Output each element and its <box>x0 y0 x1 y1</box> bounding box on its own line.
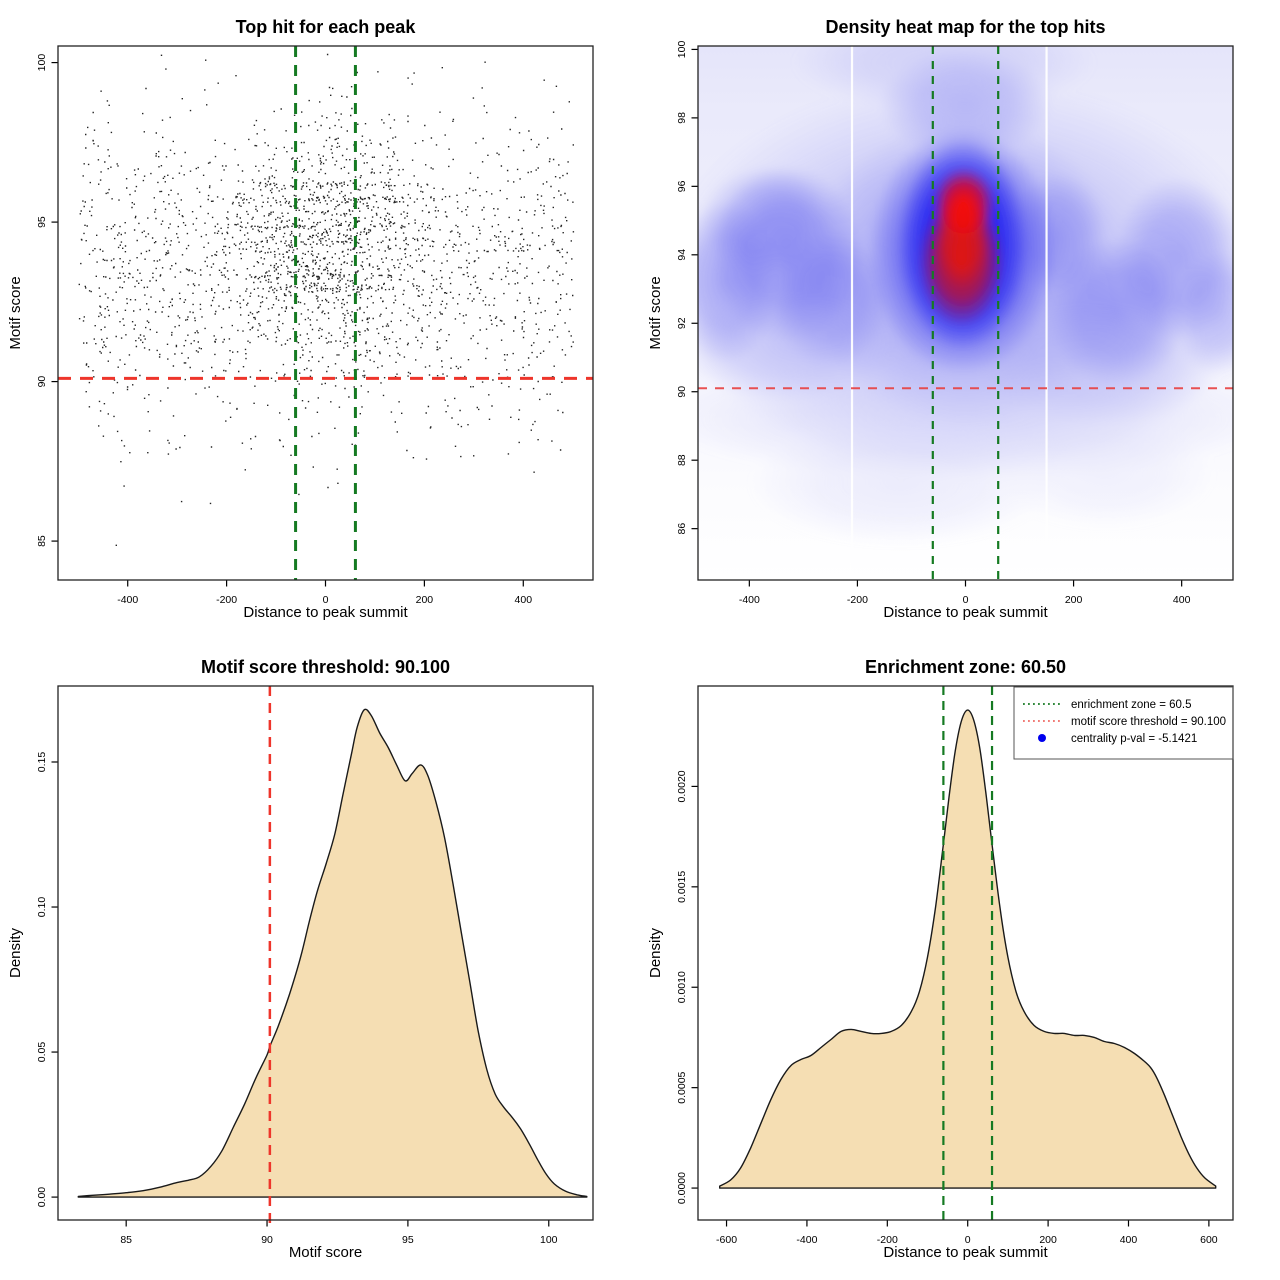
panel-density-motif-score: Motif score threshold: 90.100 Motif score… <box>0 640 640 1280</box>
panel-heatmap-density: Density heat map for the top hits Distanc… <box>640 0 1280 640</box>
x-tick-label: -400 <box>117 594 138 606</box>
legend-item-label: motif score threshold = 90.100 <box>1071 716 1226 728</box>
y-tick-label: 85 <box>36 535 48 547</box>
density-curve <box>719 709 1217 1189</box>
x-tick-label: 200 <box>1065 594 1083 606</box>
x-tick-label: 400 <box>515 594 533 606</box>
y-axis-label: Motif score <box>7 276 24 349</box>
y-tick-label: 95 <box>36 216 48 228</box>
chart-title: Density heat map for the top hits <box>825 17 1105 37</box>
y-tick-label: 86 <box>676 523 688 535</box>
y-axis-label: Motif score <box>647 276 664 349</box>
density-distance-svg: Enrichment zone: 60.50 Distance to peak s… <box>647 657 1234 1261</box>
x-tick-label: 0 <box>963 594 969 606</box>
y-tick-label: 90 <box>36 376 48 388</box>
legend-swatch-point <box>1038 734 1046 742</box>
y-tick-label: 0.0000 <box>676 1172 688 1204</box>
y-tick-label: 0.05 <box>36 1042 48 1063</box>
y-tick-label: 0.00 <box>36 1187 48 1208</box>
y-axis-label: Density <box>647 927 664 978</box>
y-tick-label: 92 <box>676 317 688 329</box>
y-tick-label: 0.15 <box>36 752 48 773</box>
x-tick-label: 90 <box>261 1234 273 1246</box>
x-tick-label: 400 <box>1120 1234 1138 1246</box>
x-tick-label: 100 <box>540 1234 558 1246</box>
y-tick-label: 0.10 <box>36 897 48 918</box>
y-tick-label: 0.0020 <box>676 770 688 802</box>
x-tick-label: -200 <box>847 594 868 606</box>
y-tick-label: 0.0010 <box>676 971 688 1003</box>
plot-box <box>697 45 1234 581</box>
x-tick-label: 200 <box>416 594 434 606</box>
plot-box <box>57 685 594 1221</box>
x-tick-label: 95 <box>402 1234 414 1246</box>
density-curve <box>77 708 588 1198</box>
scatter-top-hits-svg: Top hit for each peak Distance to peak su… <box>7 17 594 621</box>
y-axis-label: Density <box>7 927 24 978</box>
x-tick-label: -200 <box>216 594 237 606</box>
y-tick-label: 90 <box>676 386 688 398</box>
x-tick-label: 0 <box>965 1234 971 1246</box>
y-tick-label: 0.0005 <box>676 1071 688 1103</box>
density-motif-score-svg: Motif score threshold: 90.100 Motif score… <box>7 657 594 1261</box>
chart-title: Enrichment zone: 60.50 <box>865 657 1066 677</box>
x-axis-label: Motif score <box>289 1244 362 1261</box>
legend-box <box>1013 686 1234 760</box>
heatmap-density-surface <box>698 46 1233 580</box>
scatter-points <box>78 53 575 547</box>
y-tick-label: 98 <box>676 112 688 124</box>
legend: enrichment zone = 60.5 motif score thresh… <box>1013 686 1234 760</box>
x-tick-label: -200 <box>877 1234 898 1246</box>
plot-box <box>57 45 594 581</box>
x-tick-label: 0 <box>323 594 329 606</box>
panel-density-distance: Enrichment zone: 60.50 Distance to peak s… <box>640 640 1280 1280</box>
y-tick-label: 100 <box>676 41 688 59</box>
x-tick-label: -400 <box>796 1234 817 1246</box>
chart-title: Top hit for each peak <box>236 17 417 37</box>
y-tick-label: 88 <box>676 454 688 466</box>
y-tick-label: 96 <box>676 180 688 192</box>
x-axis-label: Distance to peak summit <box>883 604 1048 621</box>
x-tick-label: 600 <box>1200 1234 1218 1246</box>
legend-item-label: enrichment zone = 60.5 <box>1071 699 1192 711</box>
chart-title: Motif score threshold: 90.100 <box>201 657 450 677</box>
y-tick-label: 94 <box>676 249 688 261</box>
x-tick-label: -600 <box>716 1234 737 1246</box>
legend-item-label: centrality p-val = -5.1421 <box>1071 733 1197 745</box>
x-tick-label: 85 <box>120 1234 132 1246</box>
x-tick-label: 200 <box>1039 1234 1057 1246</box>
x-axis-label: Distance to peak summit <box>243 604 408 621</box>
heatmap-top-hits-svg: Density heat map for the top hits Distanc… <box>647 17 1234 621</box>
x-axis-label: Distance to peak summit <box>883 1244 1048 1261</box>
x-tick-label: 400 <box>1173 594 1191 606</box>
x-tick-label: -400 <box>739 594 760 606</box>
y-tick-label: 100 <box>36 54 48 72</box>
panel-scatter-top-hits: Top hit for each peak Distance to peak su… <box>0 0 640 640</box>
plot-box <box>697 685 1234 1221</box>
y-tick-label: 0.0015 <box>676 871 688 903</box>
